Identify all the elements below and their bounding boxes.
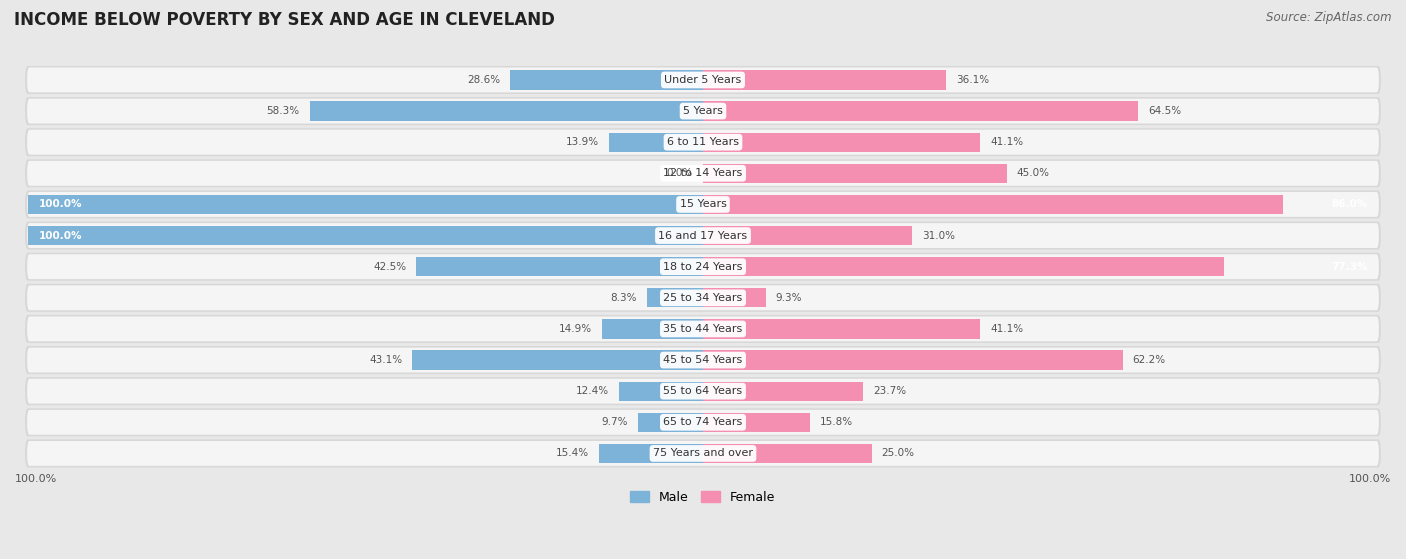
FancyBboxPatch shape xyxy=(25,253,1381,281)
Text: 55 to 64 Years: 55 to 64 Years xyxy=(664,386,742,396)
Bar xyxy=(603,319,703,339)
Bar xyxy=(703,164,1007,183)
FancyBboxPatch shape xyxy=(27,316,1379,342)
Bar xyxy=(609,132,703,152)
Text: 64.5%: 64.5% xyxy=(1149,106,1181,116)
Text: 13.9%: 13.9% xyxy=(567,137,599,147)
Text: 18 to 24 Years: 18 to 24 Years xyxy=(664,262,742,272)
Bar xyxy=(703,444,872,463)
Text: 62.2%: 62.2% xyxy=(1133,355,1166,365)
Text: 35 to 44 Years: 35 to 44 Years xyxy=(664,324,742,334)
Text: 65 to 74 Years: 65 to 74 Years xyxy=(664,418,742,427)
Bar xyxy=(703,101,1137,121)
FancyBboxPatch shape xyxy=(25,315,1381,343)
Text: 100.0%: 100.0% xyxy=(15,473,58,484)
Text: 15.4%: 15.4% xyxy=(555,448,589,458)
Text: Source: ZipAtlas.com: Source: ZipAtlas.com xyxy=(1267,11,1392,24)
Bar xyxy=(703,288,766,307)
Text: 5 Years: 5 Years xyxy=(683,106,723,116)
Text: 6 to 11 Years: 6 to 11 Years xyxy=(666,137,740,147)
Text: 12 to 14 Years: 12 to 14 Years xyxy=(664,168,742,178)
Bar xyxy=(637,413,703,432)
Text: INCOME BELOW POVERTY BY SEX AND AGE IN CLEVELAND: INCOME BELOW POVERTY BY SEX AND AGE IN C… xyxy=(14,11,555,29)
Legend: Male, Female: Male, Female xyxy=(626,486,780,509)
FancyBboxPatch shape xyxy=(25,191,1381,219)
Text: 77.3%: 77.3% xyxy=(1331,262,1368,272)
FancyBboxPatch shape xyxy=(27,348,1379,372)
Text: 15.8%: 15.8% xyxy=(820,418,853,427)
FancyBboxPatch shape xyxy=(25,221,1381,249)
FancyBboxPatch shape xyxy=(25,377,1381,405)
Text: 25.0%: 25.0% xyxy=(882,448,915,458)
Text: 25 to 34 Years: 25 to 34 Years xyxy=(664,293,742,303)
FancyBboxPatch shape xyxy=(27,192,1379,217)
Text: 42.5%: 42.5% xyxy=(373,262,406,272)
Bar xyxy=(703,382,863,401)
Bar xyxy=(599,444,703,463)
FancyBboxPatch shape xyxy=(25,97,1381,125)
Text: 100.0%: 100.0% xyxy=(38,230,82,240)
Text: 14.9%: 14.9% xyxy=(560,324,592,334)
FancyBboxPatch shape xyxy=(27,98,1379,124)
FancyBboxPatch shape xyxy=(25,128,1381,156)
Bar xyxy=(416,257,703,276)
Bar xyxy=(620,382,703,401)
FancyBboxPatch shape xyxy=(25,408,1381,437)
Text: 9.7%: 9.7% xyxy=(600,418,627,427)
Text: 100.0%: 100.0% xyxy=(38,200,82,210)
FancyBboxPatch shape xyxy=(27,161,1379,186)
Text: 8.3%: 8.3% xyxy=(610,293,637,303)
Bar xyxy=(703,132,980,152)
FancyBboxPatch shape xyxy=(25,284,1381,312)
FancyBboxPatch shape xyxy=(27,223,1379,248)
FancyBboxPatch shape xyxy=(25,439,1381,467)
Text: 41.1%: 41.1% xyxy=(990,324,1024,334)
Text: 15 Years: 15 Years xyxy=(679,200,727,210)
Bar xyxy=(703,70,946,89)
Text: 86.0%: 86.0% xyxy=(1331,200,1368,210)
Text: 12.4%: 12.4% xyxy=(576,386,609,396)
FancyBboxPatch shape xyxy=(25,66,1381,94)
Bar xyxy=(703,195,1284,214)
FancyBboxPatch shape xyxy=(27,379,1379,404)
FancyBboxPatch shape xyxy=(27,68,1379,92)
FancyBboxPatch shape xyxy=(25,159,1381,187)
Text: 36.1%: 36.1% xyxy=(956,75,990,85)
Text: 100.0%: 100.0% xyxy=(1348,473,1391,484)
Bar xyxy=(703,350,1122,369)
Text: 23.7%: 23.7% xyxy=(873,386,905,396)
Text: 0.0%: 0.0% xyxy=(666,168,693,178)
Text: 45.0%: 45.0% xyxy=(1017,168,1050,178)
Text: 28.6%: 28.6% xyxy=(467,75,501,85)
FancyBboxPatch shape xyxy=(25,346,1381,374)
FancyBboxPatch shape xyxy=(27,254,1379,279)
Text: 16 and 17 Years: 16 and 17 Years xyxy=(658,230,748,240)
FancyBboxPatch shape xyxy=(27,441,1379,466)
FancyBboxPatch shape xyxy=(27,410,1379,435)
Bar xyxy=(703,413,810,432)
Bar xyxy=(647,288,703,307)
FancyBboxPatch shape xyxy=(27,130,1379,155)
Bar xyxy=(309,101,703,121)
Text: Under 5 Years: Under 5 Years xyxy=(665,75,741,85)
Bar xyxy=(703,257,1225,276)
Text: 43.1%: 43.1% xyxy=(368,355,402,365)
Text: 45 to 54 Years: 45 to 54 Years xyxy=(664,355,742,365)
Bar xyxy=(412,350,703,369)
Bar xyxy=(510,70,703,89)
Bar xyxy=(703,319,980,339)
FancyBboxPatch shape xyxy=(27,285,1379,310)
Text: 41.1%: 41.1% xyxy=(990,137,1024,147)
Text: 9.3%: 9.3% xyxy=(776,293,803,303)
Bar xyxy=(28,195,703,214)
Text: 58.3%: 58.3% xyxy=(267,106,299,116)
Text: 75 Years and over: 75 Years and over xyxy=(652,448,754,458)
Text: 31.0%: 31.0% xyxy=(922,230,955,240)
Bar xyxy=(28,226,703,245)
Bar xyxy=(703,226,912,245)
